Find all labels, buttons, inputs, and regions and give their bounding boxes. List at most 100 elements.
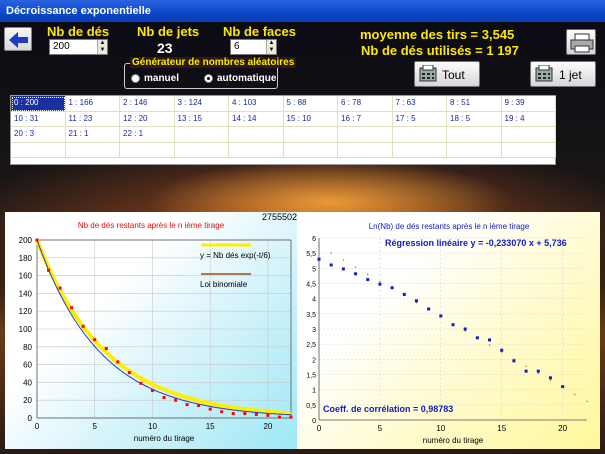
table-cell[interactable] [283, 127, 338, 143]
table-cell[interactable]: 2 : 146 [120, 96, 175, 112]
table-cell[interactable]: 21 : 1 [65, 127, 120, 143]
table-cell[interactable]: 17 : 5 [392, 111, 447, 127]
moyenne-text: moyenne des tirs = 3,545 [360, 27, 515, 42]
y-tick-label: 180 [19, 254, 33, 263]
generator-title: Générateur de nombres aléatoires [130, 57, 297, 68]
table-cell[interactable] [174, 142, 229, 158]
back-button[interactable] [4, 27, 32, 51]
table-cell[interactable] [338, 142, 393, 158]
data-point [231, 412, 235, 416]
table-cell[interactable]: 0 : 200 [11, 96, 66, 112]
data-point [174, 398, 178, 402]
table-cell[interactable]: 1 : 166 [65, 96, 120, 112]
radio-manuel-label[interactable]: manuel [144, 73, 180, 84]
spin-up-icon[interactable]: ▲ [268, 40, 275, 46]
y-tick-label: 4 [312, 297, 316, 304]
regression-dot [488, 344, 491, 346]
table-cell[interactable]: 4 : 103 [229, 96, 284, 112]
table-cell[interactable]: 22 : 1 [120, 127, 175, 143]
nb-faces-arrows[interactable]: ▲ ▼ [266, 40, 276, 54]
y-tick-label: 0,5 [306, 403, 316, 410]
table-cell[interactable] [392, 127, 447, 143]
data-point [451, 323, 455, 327]
data-point [266, 413, 270, 417]
data-point [289, 415, 293, 419]
y-tick-label: 6 [312, 236, 316, 243]
table-cell[interactable] [229, 142, 284, 158]
spin-down-icon[interactable]: ▼ [99, 47, 106, 53]
data-point [70, 306, 74, 310]
data-point [116, 360, 120, 364]
data-point [254, 412, 258, 416]
un-jet-button[interactable]: 1 jet [530, 61, 596, 87]
print-button[interactable] [566, 29, 596, 55]
table-cell[interactable]: 12 : 20 [120, 111, 175, 127]
table-cell[interactable] [447, 127, 502, 143]
table-cell[interactable]: 5 : 88 [283, 96, 338, 112]
data-point [548, 376, 552, 380]
table-cell[interactable] [392, 142, 447, 158]
data-point [47, 268, 51, 272]
table-cell[interactable] [338, 127, 393, 143]
radio-manuel[interactable] [131, 74, 140, 83]
regression-dot [501, 351, 503, 353]
table-cell[interactable]: 15 : 10 [283, 111, 338, 127]
table-cell[interactable]: 18 : 5 [447, 111, 502, 127]
y-tick-label: 120 [19, 307, 33, 316]
y-tick-label: 3 [312, 327, 316, 334]
table-cell[interactable]: 10 : 31 [11, 111, 66, 127]
chart-left-panel: Nb de dés restants après le n ième tirag… [5, 212, 297, 449]
chart-title: Ln(Nb) de dés restants après le n ième t… [369, 222, 530, 231]
window-title: Décroissance exponentielle [6, 5, 151, 17]
x-tick-label: 15 [497, 424, 506, 433]
data-point [220, 410, 224, 414]
table-cell[interactable] [501, 142, 556, 158]
table-cell[interactable]: 16 : 7 [338, 111, 393, 127]
table-cell[interactable] [120, 142, 175, 158]
y-tick-label: 100 [19, 325, 33, 334]
table-cell[interactable]: 20 : 3 [11, 127, 66, 143]
table-cell[interactable]: 3 : 124 [174, 96, 229, 112]
spin-down-icon[interactable]: ▼ [268, 47, 275, 53]
radio-automatique[interactable] [204, 74, 213, 83]
table-cell[interactable] [229, 127, 284, 143]
un-jet-label[interactable]: 1 jet [559, 68, 582, 82]
nb-des-spinner[interactable]: 200 ▲ ▼ [49, 39, 108, 55]
table-cell[interactable] [283, 142, 338, 158]
tout-label[interactable]: Tout [442, 68, 465, 82]
table-cell[interactable]: 6 : 78 [338, 96, 393, 112]
table-cell[interactable] [65, 142, 120, 158]
regression-dot [574, 393, 576, 396]
ln-chart: Ln(Nb) de dés restants après le n ième t… [306, 222, 588, 445]
calculator-icon [535, 65, 553, 82]
nb-utilises-text: Nb de dés utilisés = 1 197 [361, 43, 519, 58]
table-cell[interactable]: 13 : 15 [174, 111, 229, 127]
table-cell[interactable] [501, 127, 556, 143]
tout-button[interactable]: Tout [414, 61, 480, 87]
plot-frame [36, 239, 292, 419]
results-table[interactable]: 0 : 200 1 : 166 2 : 146 3 : 124 4 : 103 5 : 8… [10, 95, 556, 165]
y-tick-label: 1 [312, 388, 316, 395]
table-cell[interactable]: 14 : 14 [229, 111, 284, 127]
table-cell[interactable] [447, 142, 502, 158]
nb-des-arrows[interactable]: ▲ ▼ [97, 40, 107, 54]
chart-right-panel: Ln(Nb) de dés restants après le n ième t… [297, 212, 600, 449]
spin-up-icon[interactable]: ▲ [99, 40, 106, 46]
table-cell[interactable]: 7 : 63 [392, 96, 447, 112]
table-cell[interactable]: 9 : 39 [501, 96, 556, 112]
radio-automatique-label[interactable]: automatique [217, 73, 277, 84]
table-cell[interactable]: 8 : 51 [447, 96, 502, 112]
table-cell[interactable]: 11 : 23 [65, 111, 120, 127]
data-point [366, 278, 370, 282]
nb-faces-value[interactable]: 6 [234, 41, 240, 52]
table-cell[interactable] [11, 142, 66, 158]
data-point [390, 286, 394, 290]
x-tick-label: 20 [558, 424, 567, 433]
table-cell[interactable] [174, 127, 229, 143]
nb-des-value[interactable]: 200 [53, 41, 70, 52]
data-point [317, 257, 321, 261]
correlation-annotation: Coeff. de corrélation = 0,98783 [323, 404, 453, 414]
nb-faces-spinner[interactable]: 6 ▲ ▼ [230, 39, 277, 55]
data-point [162, 396, 166, 400]
table-cell[interactable]: 19 : 4 [501, 111, 556, 127]
